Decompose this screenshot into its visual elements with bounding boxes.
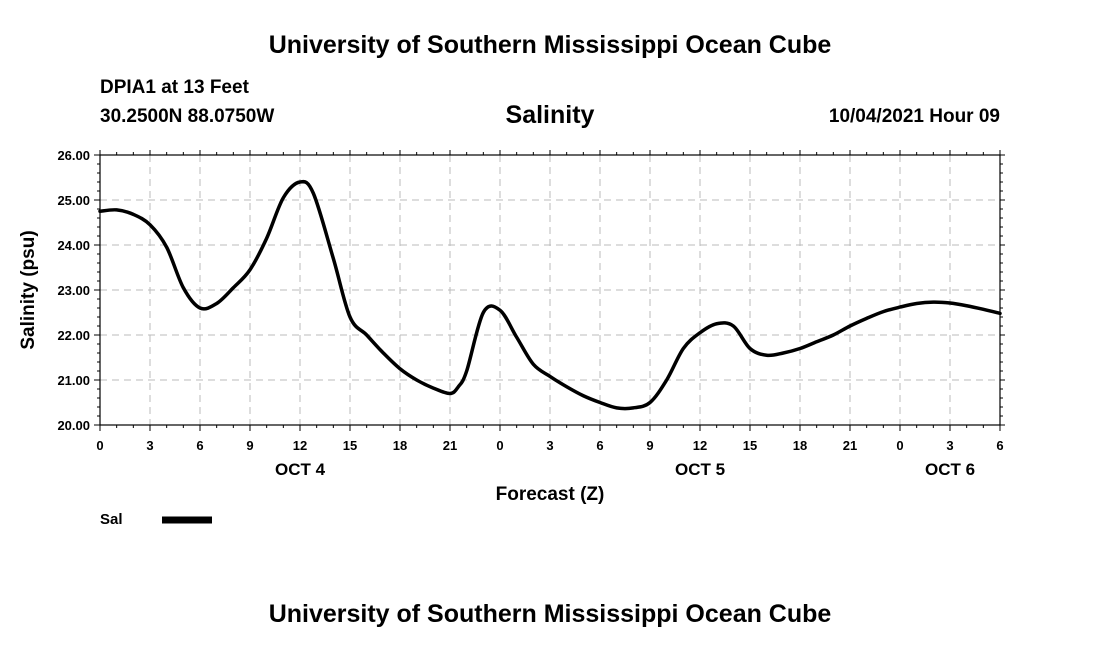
x-tick-label: 6 xyxy=(996,438,1003,453)
legend-label: Sal xyxy=(100,511,123,528)
x-tick-label: 18 xyxy=(793,438,807,453)
x-tick-label: 6 xyxy=(196,438,203,453)
x-tick-label: 12 xyxy=(693,438,707,453)
y-tick-label: 22.00 xyxy=(57,328,90,343)
series-layer xyxy=(98,179,1002,411)
x-tick-label: 3 xyxy=(146,438,153,453)
grid xyxy=(100,155,1000,425)
x-tick-label: 12 xyxy=(293,438,307,453)
x-tick-label: 21 xyxy=(843,438,857,453)
series-line-salinity xyxy=(98,179,1002,411)
y-tick-label: 26.00 xyxy=(57,148,90,163)
x-tick-label: 0 xyxy=(96,438,103,453)
x-tick-label: 9 xyxy=(246,438,253,453)
x-tick-label: 9 xyxy=(646,438,653,453)
day-label: OCT 6 xyxy=(925,460,975,479)
y-tick-label: 24.00 xyxy=(57,238,90,253)
footer-title: University of Southern Mississippi Ocean… xyxy=(268,600,832,628)
coordinates-label: 30.2500N 88.0750W xyxy=(100,106,275,127)
x-tick-label: 18 xyxy=(393,438,407,453)
x-tick-label: 15 xyxy=(343,438,357,453)
page-title: University of Southern Mississippi Ocean… xyxy=(268,31,832,59)
y-tick-label: 21.00 xyxy=(57,373,90,388)
x-tick-label: 6 xyxy=(596,438,603,453)
x-tick-label: 3 xyxy=(546,438,553,453)
day-label: OCT 4 xyxy=(275,460,326,479)
chart-title: Salinity xyxy=(505,101,595,129)
y-tick-label: 23.00 xyxy=(57,283,90,298)
x-tick-label: 21 xyxy=(443,438,457,453)
x-tick-label: 3 xyxy=(946,438,953,453)
day-label: OCT 5 xyxy=(675,460,725,479)
datetime-label: 10/04/2021 Hour 09 xyxy=(828,106,1000,127)
x-tick-label: 0 xyxy=(496,438,503,453)
axis-ticks: 0 3 6 9 12 15 18 21 0 3 6 9 12 15 18 21 0 3 6 OCT 4 OCT 5 OCT… xyxy=(57,148,1005,479)
y-tick-label: 20.00 xyxy=(57,418,90,433)
x-tick-label: 15 xyxy=(743,438,757,453)
x-tick-label: 0 xyxy=(896,438,903,453)
station-label: DPIA1 at 13 Feet xyxy=(100,77,249,98)
y-tick-label: 25.00 xyxy=(57,193,90,208)
salinity-chart: 0 3 6 9 12 15 18 21 0 3 6 9 12 15 18 21 0 3 6 OCT 4 OCT 5 OCT… xyxy=(18,148,1005,528)
x-axis-title: Forecast (Z) xyxy=(496,484,605,505)
y-axis-title: Salinity (psu) xyxy=(18,230,39,349)
legend: Sal xyxy=(100,511,212,528)
